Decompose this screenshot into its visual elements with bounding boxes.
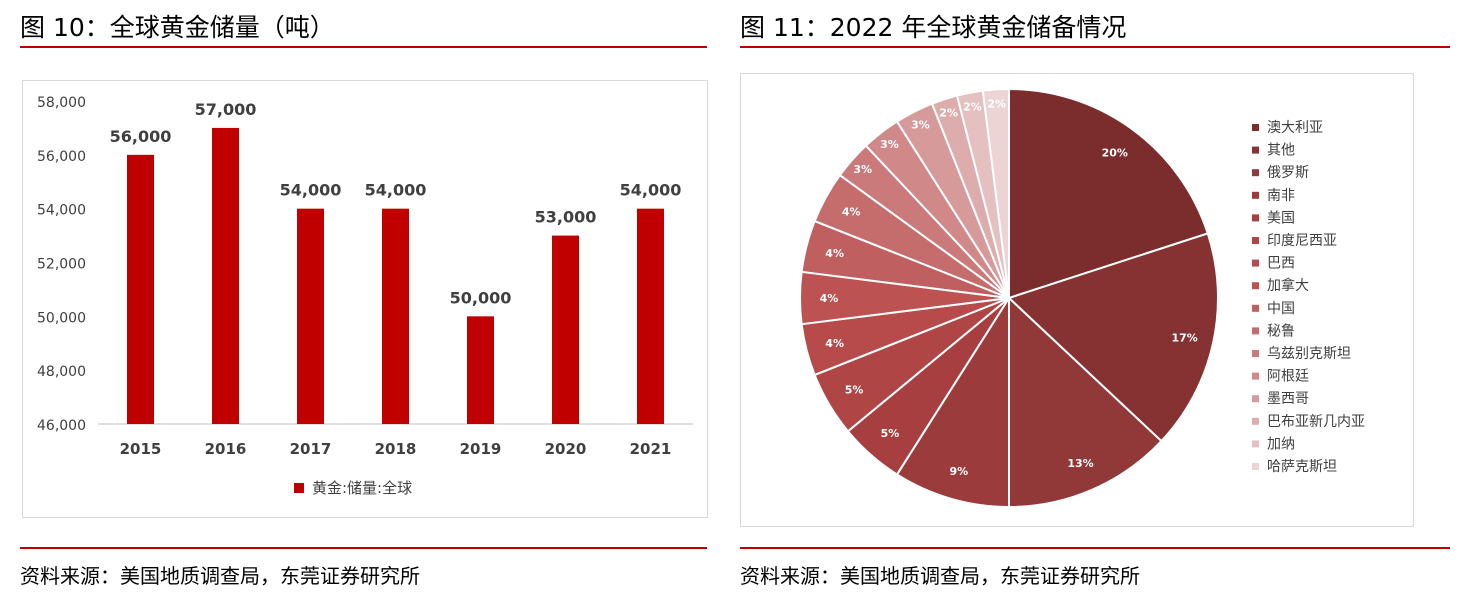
legend-label: 中国 [1267,301,1295,317]
figure-11-title: 图 11：2022 年全球黄金储备情况 [740,13,1127,42]
pie-slice-label: 5% [845,384,864,397]
legend-label: 印度尼西亚 [1267,233,1337,249]
pie-slice-label: 2% [963,100,982,113]
title-rule-right [740,46,1450,48]
legend-label: 加拿大 [1267,277,1309,294]
pie-slice-label: 4% [825,247,844,260]
pie-slice-label: 3% [911,118,930,131]
bar-data-label: 54,000 [365,181,427,200]
legend-label: 乌兹别克斯坦 [1267,346,1351,362]
pie-slice [1008,87,1210,300]
legend-swatch [1252,440,1259,448]
bar-data-label: 56,000 [110,127,172,146]
legend-swatch [294,483,304,493]
bar [552,235,579,424]
y-tick-label: 48,000 [37,364,86,380]
pie-slice-label: 3% [853,163,872,176]
y-tick-label: 56,000 [37,149,86,165]
pie-slice-label: 3% [880,138,899,151]
pie-slice-label: 4% [825,337,844,350]
figure-10-title: 图 10：全球黄金储量（吨） [20,13,335,42]
bar-chart: 58,000 56,000 54,000 52,000 50,000 48,000 46,0… [37,95,693,497]
pie-chart: 20% 17% 13% 9% 5% 5% 4% 4% 4% 4% 3% 3% 3% 2% 2% 2% 澳大利亚其… [799,87,1365,509]
legend-swatch [1252,304,1259,312]
legend-swatch [1252,417,1259,425]
x-tick-label: 2020 [545,440,587,458]
legend-swatch [1252,327,1259,335]
y-tick-label: 50,000 [37,310,86,326]
legend-label: 巴西 [1267,256,1295,272]
y-tick-label: 52,000 [37,257,86,273]
x-tick-label: 2019 [460,440,502,458]
legend-swatch [1252,350,1259,357]
bar-data-label: 50,000 [450,288,512,307]
legend-label: 哈萨克斯坦 [1267,459,1337,475]
pie-slice-label: 17% [1171,331,1197,344]
legend-swatch [1252,395,1259,403]
source-rule-left [20,547,707,549]
legend-swatch [1252,372,1259,380]
legend-label: 俄罗斯 [1267,165,1309,181]
legend-swatch [1252,463,1259,470]
pie-slice-label: 9% [949,465,968,478]
source-right: 资料来源：美国地质调查局，东莞证券研究所 [740,564,1140,588]
legend-label: 黄金:储量:全球 [312,479,412,497]
pie-slice-label: 4% [842,205,861,218]
bar [297,208,324,424]
bar-data-label: 54,000 [280,181,342,200]
pie-slice [1008,295,1163,509]
y-tick-label: 58,000 [37,95,86,111]
pie-slice-label: 13% [1067,457,1093,470]
source-left: 资料来源：美国地质调查局，东莞证券研究所 [20,564,420,588]
title-rule-left [20,46,707,48]
pie-slice [1007,232,1219,443]
legend-label: 墨西哥 [1267,391,1309,407]
y-tick-label: 46,000 [37,418,86,434]
x-tick-label: 2018 [375,440,417,458]
legend-swatch [1252,191,1259,199]
bar-chart-frame: 58,000 56,000 54,000 52,000 50,000 48,000 46,0… [22,80,708,518]
pie-slice-label: 4% [820,292,839,305]
source-rule-right [740,547,1450,549]
legend-label: 阿根廷 [1267,369,1309,385]
legend-swatch [1252,169,1259,177]
bar [637,208,664,424]
legend-swatch [1252,259,1259,267]
pie-slice-label: 5% [881,427,900,440]
x-tick-label: 2015 [120,440,162,458]
pie-slice-label: 2% [939,107,958,120]
bar-data-label: 53,000 [535,208,597,227]
legend-label: 澳大利亚 [1267,120,1323,136]
legend-swatch [1252,214,1259,222]
bar-data-label: 57,000 [195,100,257,119]
x-tick-label: 2017 [290,440,332,458]
pie-slice [895,294,1010,509]
legend-swatch [1252,282,1259,290]
legend-label: 巴布亚新几内亚 [1267,414,1365,430]
bar [212,127,239,424]
legend-label: 美国 [1267,210,1295,226]
legend-label: 秘鲁 [1267,323,1295,339]
legend-label: 加纳 [1267,436,1295,452]
y-tick-label: 54,000 [37,203,86,219]
legend-swatch [1252,237,1259,244]
legend-label: 南非 [1267,188,1295,204]
legend-swatch [1252,146,1259,154]
bar [127,154,154,424]
pie-chart-frame: 20% 17% 13% 9% 5% 5% 4% 4% 4% 4% 3% 3% 3% 2% 2% 2% 澳大利亚其… [740,73,1414,527]
pie-slice-label: 20% [1102,146,1128,159]
bar [382,208,409,424]
x-tick-label: 2016 [205,440,247,458]
bar-data-label: 54,000 [620,181,682,200]
pie-slice-label: 2% [987,97,1006,110]
legend-swatch [1252,124,1259,131]
bar [467,316,494,424]
pie-slice [981,87,1010,299]
x-tick-label: 2021 [630,440,672,458]
legend-label: 其他 [1267,143,1295,159]
